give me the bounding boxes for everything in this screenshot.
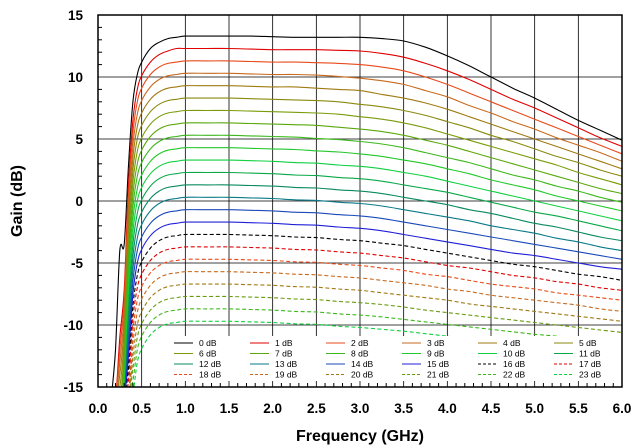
y-tick-label: -5 [71,256,83,271]
x-tick-label: 2.0 [263,401,282,416]
legend-label: 4 dB [503,338,521,348]
legend-label: 15 dB [427,359,450,369]
legend-label: 17 dB [579,359,602,369]
legend-label: 10 dB [503,349,526,359]
y-axis-ticks: -15 -10 -5 0 5 10 15 [63,8,102,395]
series-line-12 [124,184,622,387]
y-tick-label: 10 [68,70,83,85]
series-line-20 [129,283,622,387]
legend: 0 dB 1 dB 2 dB 3 dB 4 dB 5 dB 6 dB 7 dB 8 dB 9 dB… [170,336,632,381]
y-tick-label: 5 [75,132,83,147]
series-line-9 [123,147,622,387]
x-tick-label: 3.0 [351,401,370,416]
legend-label: 6 dB [199,349,217,359]
legend-label: 18 dB [199,370,222,380]
x-tick-label: 3.5 [394,401,413,416]
series-line-5 [119,97,622,387]
series-line-18 [128,258,622,387]
legend-label: 8 dB [351,349,369,359]
x-axis-ticks: 0.0 0.5 1.0 1.5 2.0 2.5 3.0 3.5 4.0 4.5 5.0 5.5 6.0 [89,383,632,416]
series-line-16 [125,233,622,387]
legend-label: 14 dB [351,359,374,369]
legend-label: 3 dB [427,338,445,348]
series-line-7 [121,122,622,387]
x-tick-label: 4.5 [482,401,501,416]
series-line-13 [124,196,622,387]
y-axis-title: Gain (dB) [9,165,26,237]
legend-label: 0 dB [199,338,217,348]
legend-label: 13 dB [275,359,298,369]
series-line-0 [111,35,622,387]
plot-frame [97,14,623,388]
legend-label: 12 dB [199,359,222,369]
series-line-10 [124,159,622,387]
x-tick-label: 5.0 [525,401,544,416]
legend-label: 23 dB [579,370,602,380]
x-tick-label: 4.0 [438,401,457,416]
series-line-4 [117,85,622,387]
legend-label: 5 dB [579,338,597,348]
y-tick-label: -15 [63,380,83,395]
series-line-1 [116,47,622,387]
series-line-14 [124,209,622,387]
series-line-15 [125,221,622,387]
series-line-2 [116,60,622,387]
legend-label: 11 dB [579,349,601,359]
series-line-11 [124,171,622,387]
legend-label: 9 dB [427,349,445,359]
legend-label: 7 dB [275,349,293,359]
legend-label: 19 dB [275,370,298,380]
series-line-17 [127,246,622,387]
series-line-6 [120,109,622,387]
series-line-8 [122,134,622,387]
x-tick-label: 6.0 [613,401,632,416]
x-tick-label: 2.5 [307,401,326,416]
legend-label: 1 dB [275,338,293,348]
legend-label: 22 dB [503,370,526,380]
series-line-23 [133,320,622,387]
series-line-22 [131,308,622,387]
series-line-19 [129,271,622,387]
x-tick-label: 1.0 [176,401,195,416]
y-tick-label: 15 [68,8,84,23]
series-line-21 [130,295,622,387]
y-tick-label: 0 [75,194,83,209]
x-axis-title: Frequency (GHz) [296,428,424,445]
x-tick-label: 5.5 [569,401,588,416]
series-line-3 [116,72,622,387]
series-layer [111,35,622,387]
legend-label: 20 dB [351,370,374,380]
legend-label: 21 dB [427,370,450,380]
x-tick-label: 0.5 [132,401,151,416]
legend-label: 16 dB [503,359,526,369]
x-tick-label: 1.5 [220,401,239,416]
legend-label: 2 dB [351,338,369,348]
y-tick-label: -10 [63,318,83,333]
x-tick-label: 0.0 [89,401,108,416]
